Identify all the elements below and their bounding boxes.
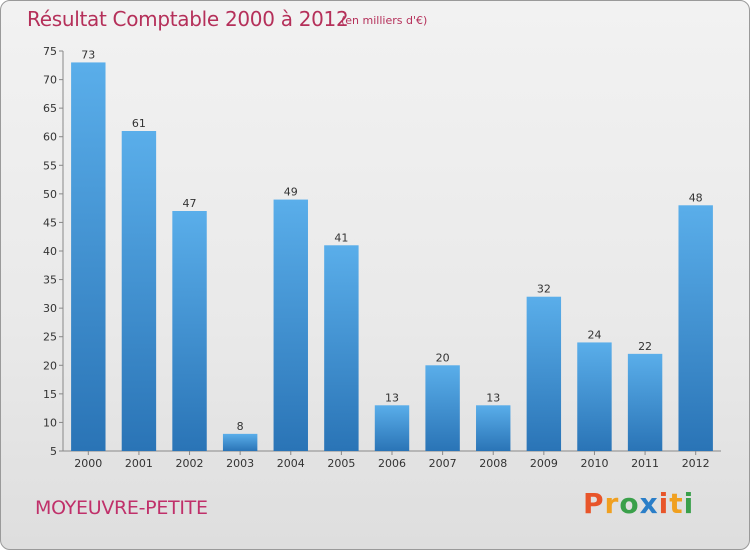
x-tick-label: 2011: [631, 457, 659, 470]
bar: [172, 211, 207, 451]
bar: [222, 433, 258, 451]
chart-unit: (en milliers d'€): [341, 14, 428, 27]
bar-value-label: 47: [183, 197, 197, 210]
logo-letter: t: [669, 487, 684, 520]
bar: [425, 365, 460, 451]
x-tick-label: 2006: [378, 457, 406, 470]
y-tick-label: 40: [43, 245, 57, 258]
bar-value-label: 32: [537, 283, 551, 296]
x-tick-label: 2009: [530, 457, 558, 470]
bar-value-label: 61: [132, 117, 146, 130]
bar-value-label: 24: [587, 328, 601, 341]
bar: [678, 205, 713, 451]
bar: [627, 353, 663, 451]
bar-value-label: 20: [436, 351, 450, 364]
y-tick-label: 5: [50, 445, 57, 458]
x-tick-label: 2005: [327, 457, 355, 470]
y-tick-label: 60: [43, 131, 57, 144]
x-tick-label: 2007: [429, 457, 457, 470]
bar: [374, 405, 410, 451]
x-tick-label: 2012: [682, 457, 710, 470]
logo-letter: r: [604, 487, 620, 520]
y-tick-label: 45: [43, 216, 57, 229]
x-tick-label: 2002: [176, 457, 204, 470]
x-tick-label: 2010: [580, 457, 608, 470]
y-tick-label: 65: [43, 102, 57, 115]
bar-value-label: 13: [385, 391, 399, 404]
y-tick-label: 25: [43, 331, 57, 344]
bar-value-label: 41: [334, 231, 348, 244]
y-tick-label: 55: [43, 159, 57, 172]
x-tick-label: 2003: [226, 457, 254, 470]
y-tick-label: 70: [43, 74, 57, 87]
bar: [526, 296, 562, 451]
bar-value-label: 13: [486, 391, 500, 404]
bar: [273, 199, 308, 451]
x-tick-label: 2000: [74, 457, 102, 470]
x-tick-label: 2001: [125, 457, 153, 470]
bar: [324, 245, 359, 451]
bar: [476, 405, 511, 451]
x-tick-label: 2004: [277, 457, 305, 470]
y-tick-label: 50: [43, 188, 57, 201]
logo-letter: P: [583, 487, 605, 520]
y-tick-label: 30: [43, 302, 57, 315]
bar-value-label: 49: [284, 186, 298, 199]
logo-letter: o: [619, 487, 640, 520]
bar: [577, 342, 612, 451]
bar-value-label: 8: [237, 420, 244, 433]
y-tick-label: 20: [43, 359, 57, 372]
y-tick-label: 75: [43, 45, 57, 58]
y-tick-label: 10: [43, 416, 57, 429]
x-tick-label: 2008: [479, 457, 507, 470]
commune-name: MOYEUVRE-PETITE: [35, 497, 208, 519]
logo-letter: i: [658, 487, 670, 520]
logo-letter: i: [683, 487, 695, 520]
bar: [71, 62, 106, 452]
bar: [121, 131, 157, 451]
y-tick-label: 15: [43, 388, 57, 401]
y-tick-label: 35: [43, 274, 57, 287]
bar-value-label: 48: [689, 191, 703, 204]
chart-title: Résultat Comptable 2000 à 2012: [27, 7, 349, 31]
bar-value-label: 73: [81, 48, 95, 61]
bar-value-label: 22: [638, 340, 652, 353]
logo-letter: x: [639, 487, 659, 520]
proxiti-logo: Proxiti: [583, 487, 694, 520]
